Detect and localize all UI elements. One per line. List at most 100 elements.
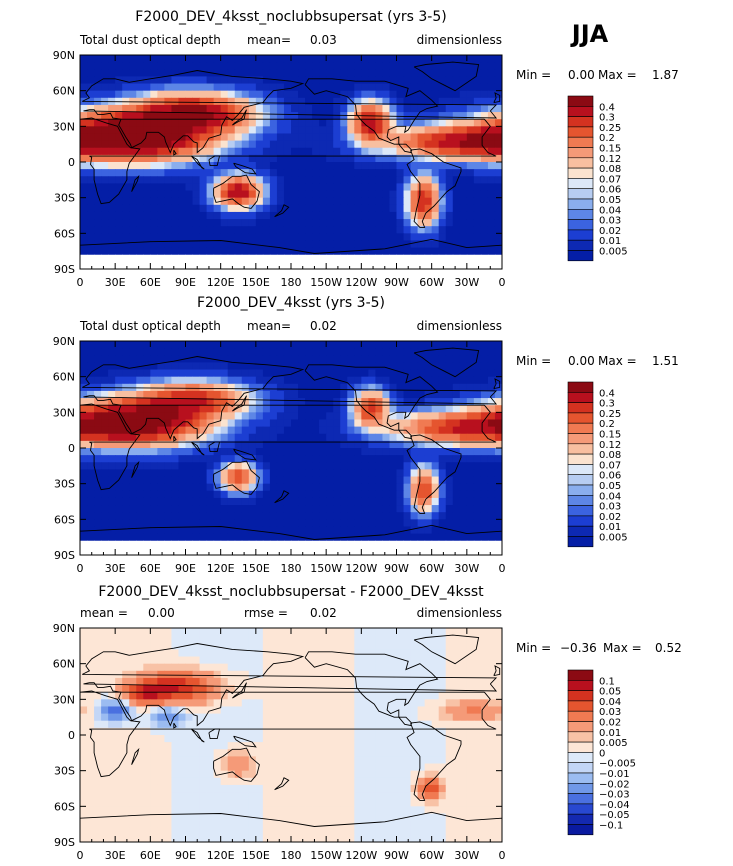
field-cell: [241, 497, 250, 506]
field-cell: [319, 62, 327, 70]
field-cell: [396, 490, 405, 499]
field-cell: [312, 455, 320, 463]
field-cell: [94, 126, 102, 134]
field-cell: [136, 706, 144, 715]
field-cell: [487, 692, 496, 700]
field-cell: [255, 526, 264, 535]
field-cell: [410, 483, 419, 492]
field-cell: [171, 90, 179, 99]
field-cell: [305, 490, 313, 499]
field-cell: [487, 197, 496, 206]
field-cell: [494, 727, 502, 736]
field-cell: [326, 211, 334, 220]
field-cell: [199, 533, 208, 542]
field-cell: [213, 247, 222, 256]
field-cell: [368, 497, 376, 506]
field-cell: [410, 735, 419, 743]
field-cell: [382, 233, 390, 241]
field-cell: [108, 720, 116, 729]
field-cell: [389, 505, 397, 513]
field-cell: [389, 699, 397, 707]
field-cell: [108, 490, 116, 499]
field-cell: [164, 390, 172, 399]
field-cell: [248, 133, 257, 142]
field-cell: [494, 677, 502, 686]
field-cell: [466, 183, 475, 192]
field-cell: [220, 526, 229, 535]
field-cell: [480, 526, 489, 535]
field-cell: [487, 706, 496, 715]
field-cell: [312, 204, 320, 213]
field-cell: [241, 112, 250, 120]
field-cell: [459, 677, 468, 686]
field-cell: [347, 656, 355, 665]
x-tick-label: 0: [77, 562, 84, 575]
field-cell: [445, 670, 454, 679]
field-cell: [333, 720, 341, 729]
field-cell: [276, 685, 285, 693]
field-cell: [255, 656, 264, 665]
field-cell: [143, 133, 151, 142]
field-cell: [382, 455, 390, 463]
field-cell: [178, 226, 186, 234]
field-cell: [291, 190, 299, 199]
field-cell: [108, 190, 116, 199]
field-cell: [354, 233, 362, 241]
field-cell: [438, 76, 447, 85]
field-cell: [115, 405, 123, 413]
field-cell: [192, 720, 201, 729]
field-cell: [129, 176, 137, 184]
field-cell: [424, 670, 433, 679]
field-cell: [487, 635, 496, 643]
field-cell: [269, 69, 278, 77]
field-cell: [473, 261, 482, 269]
field-cell: [248, 635, 257, 643]
field-cell: [199, 405, 208, 413]
field-cell: [157, 713, 165, 722]
field-cell: [192, 469, 201, 478]
field-cell: [213, 490, 222, 499]
field-cell: [192, 749, 201, 757]
field-cell: [417, 685, 426, 693]
season-label: JJA: [570, 20, 609, 48]
field-cell: [459, 183, 468, 192]
colorbar-swatch: [567, 391, 594, 403]
field-cell: [94, 642, 102, 650]
field-cell: [487, 455, 496, 463]
field-cell: [269, 140, 278, 149]
field-cell: [473, 147, 482, 156]
field-cell: [150, 247, 158, 256]
field-cell: [410, 376, 419, 385]
field-cell: [466, 254, 475, 263]
field-cell: [199, 642, 208, 650]
field-cell: [382, 219, 390, 227]
colorbar-label: 0.25: [599, 409, 621, 420]
field-cell: [192, 119, 201, 127]
field-cell: [213, 211, 222, 220]
field-cell: [326, 247, 334, 256]
field-cell: [424, 247, 433, 256]
field-cell: [94, 735, 102, 743]
field-cell: [431, 183, 440, 192]
field-cell: [452, 469, 461, 478]
field-cell: [291, 426, 299, 435]
colorbar-swatch: [567, 116, 594, 128]
field-cell: [410, 83, 419, 92]
field-cell: [424, 355, 433, 363]
field-cell: [438, 90, 447, 99]
field-cell: [424, 190, 433, 199]
field-cell: [206, 749, 215, 757]
field-cell: [185, 240, 194, 249]
field-cell: [255, 362, 264, 371]
field-cell: [213, 642, 222, 650]
field-cell: [192, 455, 201, 463]
field-cell: [94, 154, 102, 163]
field-cell: [466, 55, 475, 63]
field-cell: [234, 540, 243, 549]
field-cell: [248, 670, 257, 679]
field-cell: [199, 483, 208, 492]
field-cell: [382, 348, 390, 356]
field-cell: [347, 692, 355, 700]
field-cell: [269, 355, 278, 363]
panel-3-rmse-label: rmse =: [244, 606, 288, 620]
